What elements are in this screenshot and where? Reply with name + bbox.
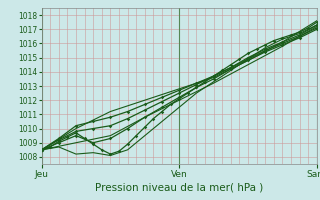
X-axis label: Pression niveau de la mer( hPa ): Pression niveau de la mer( hPa ) bbox=[95, 183, 263, 193]
